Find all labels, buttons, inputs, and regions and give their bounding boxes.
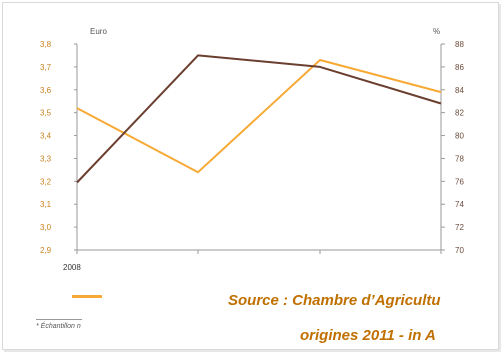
series-line-1: [76, 59, 442, 174]
y-left-tick-label: 3,6: [40, 86, 52, 95]
source-line-2: origines 2011 - in A: [300, 327, 436, 344]
footnote-rule: [36, 319, 82, 320]
left-unit-label: Euro: [90, 27, 107, 36]
y-right-tick-label: 72: [455, 223, 464, 232]
y-left-tick-label: 3,3: [40, 154, 52, 163]
y-right-tick-label: 86: [455, 63, 464, 72]
y-left-tick-label: 3,0: [40, 223, 52, 232]
legend-swatch: [72, 295, 102, 298]
y-right-tick-label: 74: [455, 200, 464, 209]
y-left-tick-label: 2,9: [40, 246, 52, 255]
y-right-tick-label: 70: [455, 246, 464, 255]
y-right-tick-label: 76: [455, 177, 464, 186]
y-right-tick-label: 84: [455, 86, 464, 95]
y-left-tick-label: 3,1: [40, 200, 52, 209]
y-left-tick-label: 3,5: [40, 109, 52, 118]
y-left-tick-label: 3,7: [40, 63, 52, 72]
x-tick-label: 2008: [63, 263, 81, 272]
y-left-tick-label: 3,2: [40, 177, 52, 186]
right-unit-label: %: [433, 27, 440, 36]
y-right-tick-label: 78: [455, 154, 464, 163]
y-right-tick-label: 88: [455, 40, 464, 49]
y-right-tick-label: 82: [455, 109, 464, 118]
footnote: * Échantillon n: [36, 323, 81, 330]
y-left-tick-label: 3,4: [40, 132, 52, 141]
y-left-tick-label: 3,8: [40, 40, 52, 49]
source-line-1: Source : Chambre d’Agricultu: [228, 292, 441, 309]
series-line-2: [76, 54, 442, 184]
y-right-tick-label: 80: [455, 132, 464, 141]
